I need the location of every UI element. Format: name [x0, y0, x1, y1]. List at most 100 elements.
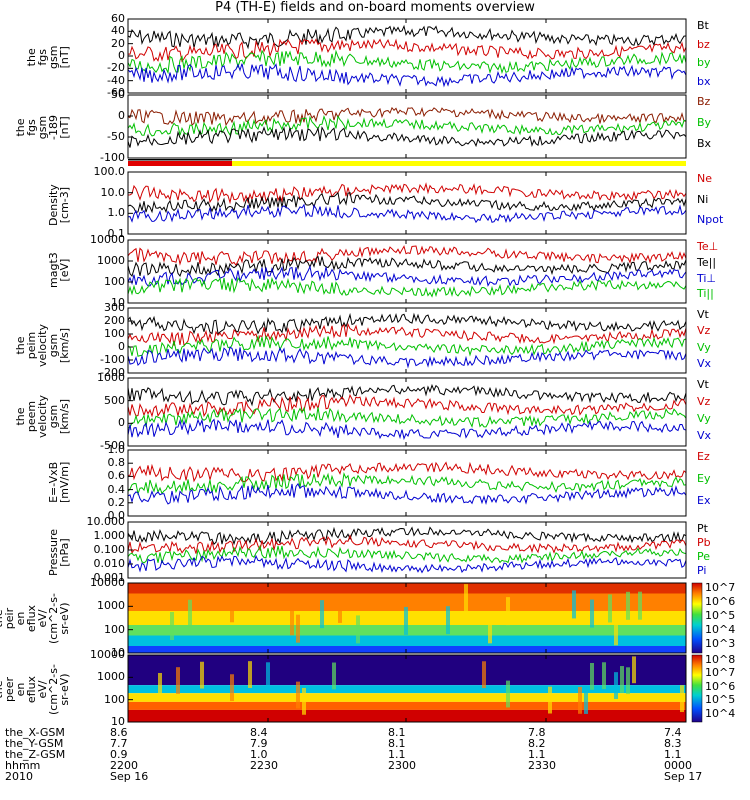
legend-bz: bz [697, 37, 710, 51]
spectrogram-patch [404, 606, 408, 635]
spectrogram-patch [572, 590, 576, 619]
chart-title: P4 (TH-E) fields and on-board moments ov… [215, 0, 535, 15]
y-tick-label: 0.010 [93, 557, 126, 570]
y-tick-label: 0 [118, 340, 125, 353]
legend-Ti||: Ti|| [697, 287, 714, 301]
y-axis-label: magt3 [eV] [47, 252, 71, 288]
legend-Ne: Ne [697, 172, 712, 185]
y-tick-label: -100 [100, 151, 125, 164]
y-tick-label: 1.000 [93, 529, 126, 542]
trace-bz [127, 38, 687, 63]
legend-Vx: Vx [697, 356, 712, 370]
colorbar-label: 10^6 [705, 679, 736, 693]
y-tick-label: 10.0 [100, 185, 126, 199]
spectrogram-patch [170, 612, 174, 641]
legend-Vz: Vz [697, 395, 711, 408]
trace-Ni [127, 191, 687, 214]
panel-frame-density [127, 171, 687, 235]
y-tick-label: -50 [107, 130, 125, 143]
panel-frame-peir [127, 582, 687, 654]
y-axis-label: Pressure [nPa] [47, 529, 71, 576]
legend-Ex: Ex [697, 494, 711, 507]
legend-Te⊥: Te⊥ [697, 240, 719, 253]
y-axis-label: the peer en eflux eV/ (cm^2-s- sr-eV) [0, 663, 71, 715]
spectrogram-patch [296, 614, 300, 643]
legend-Pi: Pi [697, 564, 707, 577]
trace-Ey [127, 471, 687, 496]
spectrogram-patch [488, 615, 492, 644]
panel-frame-fgs_rot [127, 94, 687, 159]
y-axis-label: the fgs gsm [nT] [25, 45, 71, 69]
axis-value: 2330 [528, 759, 556, 772]
legend-Ti⊥: Ti⊥ [697, 271, 717, 285]
colorbar-label: 10^7 [705, 581, 736, 594]
y-axis-label: the peem velocity gsm [km/s] [14, 395, 71, 438]
legend-Pe: Pe [697, 550, 711, 563]
spectrogram-patch [680, 685, 684, 713]
colorbar-label: 10^7 [705, 666, 736, 680]
colorbar-label: 10^5 [705, 609, 736, 622]
y-tick-label: 1.0 [107, 206, 126, 220]
legend-Bz: Bz [697, 95, 711, 108]
spectrogram-patch [464, 584, 468, 613]
y-tick-label: 20 [111, 36, 125, 50]
trace-Pb [127, 534, 687, 555]
y-tick-label: 0.0 [107, 509, 126, 522]
y-tick-label: -100 [100, 353, 125, 366]
trace-Vt [127, 383, 687, 407]
spectrogram-patch [188, 599, 192, 628]
spectrogram-patch [632, 656, 636, 684]
spectrogram-patch [302, 687, 306, 715]
y-tick-label: 300 [104, 301, 125, 314]
legend-Vy: Vy [697, 340, 711, 354]
axis-value: 1.1 [664, 748, 682, 761]
spectrogram-patch [356, 615, 360, 644]
legend-Bx: Bx [697, 137, 712, 150]
spectrogram-patch [590, 599, 594, 628]
y-tick-label: 10 [111, 296, 125, 309]
y-axis-label: the peim velocity gsm [km/s] [14, 323, 71, 367]
colorbar [692, 655, 702, 722]
y-tick-label: 0.100 [93, 543, 126, 556]
legend-Npot: Npot [697, 213, 724, 227]
trace-By [127, 114, 687, 137]
axis-value: 7.4 [664, 726, 682, 739]
colorbar-label: 10^3 [705, 637, 736, 650]
trace-Te⊥ [127, 245, 687, 267]
trace-Vx [127, 346, 687, 369]
legend-Vt: Vt [697, 378, 709, 391]
spectrogram-patch [614, 672, 618, 699]
legend-by: by [697, 56, 711, 69]
y-axis-label: Density [cm-3] [47, 183, 71, 226]
spectrogram-patch [608, 594, 612, 623]
y-tick-label: 0.6 [107, 469, 126, 483]
colorbar-frame [691, 654, 703, 723]
y-tick-label: 1000 [97, 371, 125, 384]
axis-value: 8.1 [388, 737, 406, 750]
spectrogram-band [128, 685, 686, 694]
y-tick-label: -200 [100, 366, 125, 379]
y-tick-label: 60 [111, 12, 125, 25]
trace-Ne [127, 182, 687, 205]
y-tick-label: 40 [111, 24, 125, 38]
mode-bar-yellow [232, 161, 686, 166]
trace-Vx [127, 418, 687, 441]
axis-row-label: 2010 [5, 770, 33, 783]
legend-Bt: Bt [697, 19, 709, 32]
spectrogram-patch [290, 607, 294, 636]
spectrogram-patch [506, 680, 510, 708]
trace-Ti|| [127, 276, 687, 298]
axis-value: 8.1 [388, 726, 406, 739]
trace-Npot [127, 203, 687, 224]
axis-value: Sep 16 [110, 770, 149, 783]
spectrogram-patch [506, 597, 510, 626]
y-tick-label: 100 [104, 327, 125, 340]
trace-Vz [127, 393, 687, 418]
y-tick-label: 0.2 [107, 495, 126, 509]
axis-value: 1.1 [388, 748, 406, 761]
legend-Ni: Ni [697, 192, 709, 206]
legend-Vy: Vy [697, 412, 711, 425]
y-tick-label: 0 [118, 416, 125, 430]
spectrogram-patch [320, 600, 324, 629]
axis-value: 7.8 [528, 726, 546, 739]
